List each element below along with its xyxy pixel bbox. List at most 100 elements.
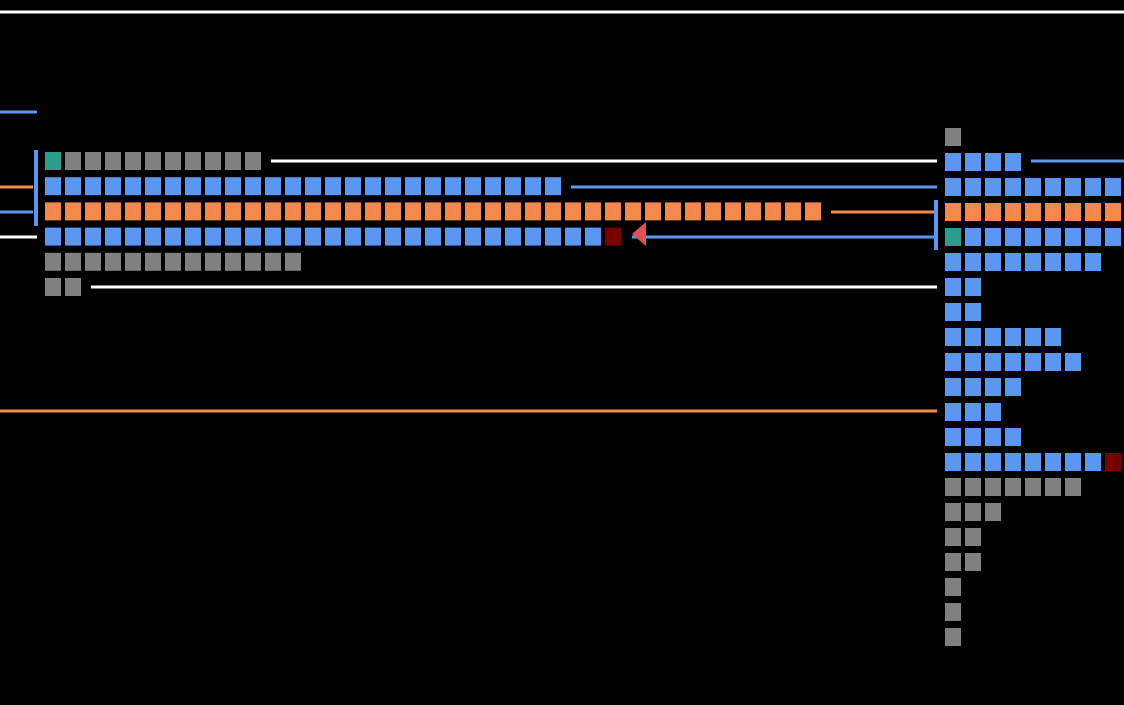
cell	[45, 152, 61, 170]
cell	[65, 278, 81, 296]
cell	[1005, 153, 1021, 171]
cell	[545, 227, 561, 246]
cell	[1065, 203, 1081, 221]
cell	[85, 152, 101, 170]
cell	[1045, 178, 1061, 196]
cell	[965, 353, 981, 371]
cell	[1025, 253, 1041, 271]
cell	[85, 252, 101, 271]
cell	[985, 353, 1001, 371]
cell	[285, 252, 301, 271]
cell	[1025, 478, 1041, 496]
cell	[385, 177, 401, 196]
cell	[205, 252, 221, 271]
cell	[125, 227, 141, 246]
cell	[165, 177, 181, 196]
cell	[245, 252, 261, 271]
cell	[65, 177, 81, 196]
cell	[265, 177, 281, 196]
cell	[605, 227, 621, 246]
cell	[85, 202, 101, 221]
cell	[745, 202, 761, 221]
cell	[345, 227, 361, 246]
cell	[425, 227, 441, 246]
cell	[1025, 203, 1041, 221]
cell	[585, 227, 601, 246]
cell	[1065, 353, 1081, 371]
cell	[165, 252, 181, 271]
cell	[1065, 478, 1081, 496]
cell	[945, 503, 961, 521]
cell	[485, 202, 501, 221]
cell	[105, 227, 121, 246]
cell	[985, 403, 1001, 421]
cell	[965, 278, 981, 296]
cell	[385, 227, 401, 246]
cell	[1005, 453, 1021, 471]
cell	[965, 528, 981, 546]
cell	[45, 252, 61, 271]
cell	[945, 528, 961, 546]
cell	[1065, 253, 1081, 271]
cell	[1085, 253, 1101, 271]
cell	[125, 152, 141, 170]
cell	[365, 177, 381, 196]
cell	[445, 177, 461, 196]
cell	[605, 202, 621, 221]
cell	[1005, 478, 1021, 496]
cell	[445, 202, 461, 221]
cell	[265, 227, 281, 246]
cell	[1005, 228, 1021, 246]
cell	[1105, 453, 1121, 471]
cell	[225, 227, 241, 246]
cell	[205, 177, 221, 196]
cell	[945, 628, 961, 646]
cell	[565, 227, 581, 246]
cell	[985, 478, 1001, 496]
cell	[965, 153, 981, 171]
cell	[965, 178, 981, 196]
cell	[945, 228, 961, 246]
cell	[965, 203, 981, 221]
cell	[685, 202, 701, 221]
cell	[1085, 178, 1101, 196]
cell	[465, 177, 481, 196]
cell	[965, 378, 981, 396]
cell	[485, 227, 501, 246]
cell	[265, 202, 281, 221]
cell	[65, 202, 81, 221]
cell	[185, 177, 201, 196]
cell	[105, 177, 121, 196]
cell	[725, 202, 741, 221]
cell	[945, 403, 961, 421]
cell	[985, 253, 1001, 271]
cell	[945, 203, 961, 221]
cell	[45, 227, 61, 246]
cell	[105, 202, 121, 221]
cell	[285, 202, 301, 221]
cell	[245, 227, 261, 246]
cell	[965, 553, 981, 571]
cell	[45, 278, 61, 296]
cell	[945, 303, 961, 321]
cell	[645, 202, 661, 221]
cell	[1005, 378, 1021, 396]
cell	[1025, 228, 1041, 246]
cell	[1005, 428, 1021, 446]
cell	[465, 202, 481, 221]
cell	[1085, 203, 1101, 221]
cell	[965, 303, 981, 321]
cell	[1025, 328, 1041, 346]
cell	[445, 227, 461, 246]
cell	[945, 603, 961, 621]
cell	[125, 202, 141, 221]
cell	[165, 202, 181, 221]
cell	[205, 227, 221, 246]
cell	[985, 328, 1001, 346]
cell	[65, 152, 81, 170]
cell	[525, 227, 541, 246]
cell	[365, 202, 381, 221]
cell	[705, 202, 721, 221]
cell	[525, 177, 541, 196]
cell	[485, 177, 501, 196]
